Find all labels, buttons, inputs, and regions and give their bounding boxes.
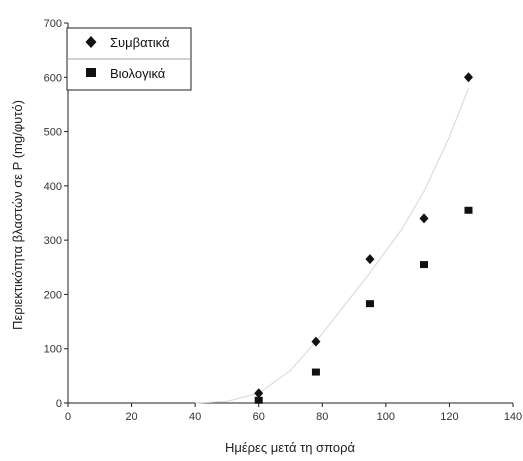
data-point-series-2 [365, 300, 374, 308]
x-axis-title: Ημέρες μετά τη σπορά [225, 440, 356, 455]
data-point-series-1 [365, 254, 375, 265]
trendline-layer [195, 87, 470, 404]
legend-diamond-icon [85, 36, 97, 48]
data-marks [254, 72, 473, 404]
y-tick-label: 100 [44, 344, 62, 356]
legend: Συμβατικά Βιολογικά [66, 27, 192, 91]
y-tick-label: 400 [44, 181, 62, 193]
y-tick-label: 500 [44, 127, 62, 139]
data-point-series-2 [254, 396, 263, 404]
legend-label-series-1: Συμβατικά [110, 35, 170, 50]
x-tick-label: 80 [316, 411, 328, 423]
data-point-series-1 [254, 388, 264, 399]
y-tick-label: 300 [44, 235, 62, 247]
y-tick-label: 0 [56, 398, 62, 410]
x-tick-label: 20 [125, 411, 137, 423]
trendline [195, 87, 470, 404]
x-tick-label: 0 [65, 411, 71, 423]
plot-area: 0 20 40 60 80 100 120 140 0 100 200 300 400 500 600 70… [44, 18, 523, 423]
x-tick-label: 60 [253, 411, 265, 423]
y-tick-label: 600 [44, 72, 62, 84]
legend-square-icon [86, 68, 96, 77]
y-axis-ticks: 0 100 200 300 400 500 600 700 [44, 18, 68, 410]
data-point-series-2 [420, 261, 428, 269]
x-tick-label: 140 [504, 411, 522, 423]
y-tick-label: 200 [44, 289, 62, 301]
y-tick-label: 700 [44, 18, 62, 30]
y-axis-title: Περιεκτικότητα βλαστών σε P (mg/φυτό) [10, 100, 25, 330]
data-point-series-1 [311, 336, 321, 347]
x-tick-label: 100 [377, 411, 395, 423]
legend-label-series-2: Βιολογικά [110, 66, 166, 81]
data-point-series-1 [419, 213, 429, 224]
x-tick-label: 120 [440, 411, 458, 423]
data-point-series-2 [464, 206, 473, 214]
data-point-series-2 [311, 368, 320, 376]
data-point-series-1 [464, 72, 473, 83]
x-axis-ticks: 0 20 40 60 80 100 120 140 [65, 403, 522, 423]
x-tick-label: 40 [189, 411, 201, 423]
